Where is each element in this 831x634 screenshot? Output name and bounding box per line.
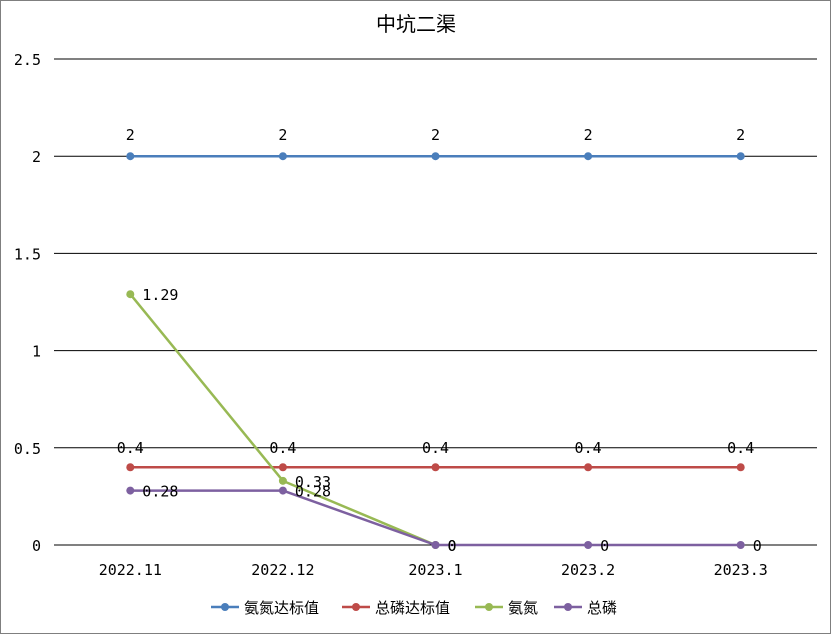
- data-point: [278, 476, 287, 485]
- legend-label: 总磷达标值: [375, 599, 450, 617]
- data-point: [126, 486, 135, 495]
- data-point: [431, 541, 440, 549]
- x-tick-label: 2022.11: [99, 561, 162, 579]
- x-tick-label: 2023.3: [714, 561, 768, 579]
- x-tick-label: 2023.2: [561, 561, 615, 579]
- data-label: 0.4: [117, 439, 144, 457]
- data-label: 0.4: [727, 439, 754, 457]
- legend-marker: [221, 603, 229, 611]
- y-tick-label: 2: [32, 148, 41, 166]
- data-label: 1.29: [142, 286, 178, 304]
- legend-label: 总磷: [587, 599, 617, 617]
- data-label: 2: [431, 126, 440, 144]
- y-tick-label: 1: [32, 343, 41, 361]
- data-label: 2: [278, 126, 287, 144]
- data-point: [736, 463, 745, 472]
- data-label: 2: [126, 126, 135, 144]
- legend-marker: [485, 603, 493, 611]
- data-label: 2: [736, 126, 745, 144]
- legend-label: 氨氮: [508, 599, 538, 617]
- x-tick-label: 2023.1: [408, 561, 462, 579]
- y-tick-label: 2.5: [14, 51, 41, 69]
- data-label: 0: [753, 537, 762, 555]
- data-point: [278, 486, 287, 495]
- data-point: [431, 463, 440, 472]
- data-label: 0.28: [295, 483, 331, 501]
- data-label: 0.4: [575, 439, 602, 457]
- y-tick-label: 0.5: [14, 440, 41, 458]
- data-label: 0: [448, 537, 457, 555]
- x-axis-ticks: 2022.11 2022.12 2023.1 2023.2 2023.3: [99, 561, 768, 579]
- data-point: [584, 152, 593, 161]
- y-tick-label: 0: [32, 537, 41, 555]
- data-point: [584, 463, 593, 472]
- data-point: [126, 152, 135, 161]
- data-label: 0.33: [295, 473, 331, 491]
- series-group: [126, 152, 745, 549]
- y-tick-label: 1.5: [14, 245, 41, 263]
- chart-title: 中坑二渠: [376, 12, 456, 36]
- x-tick-label: 2022.12: [251, 561, 314, 579]
- data-label: 0: [600, 537, 609, 555]
- legend: 氨氮达标值 总磷达标值 氨氮 总磷: [211, 599, 617, 617]
- data-point: [278, 152, 287, 161]
- data-label: 0.28: [142, 483, 178, 501]
- legend-marker: [352, 603, 360, 611]
- legend-marker: [564, 603, 572, 611]
- data-point: [126, 463, 135, 472]
- data-point: [736, 152, 745, 161]
- y-axis-ticks: 0 0.5 1 1.5 2 2.5: [14, 51, 41, 555]
- series-line: [130, 489, 741, 547]
- data-point: [278, 463, 287, 472]
- data-point: [584, 541, 593, 549]
- data-point: [126, 290, 135, 299]
- data-label: 0.4: [422, 439, 449, 457]
- data-point: [736, 541, 745, 549]
- data-label: 2: [584, 126, 593, 144]
- data-label: 0.4: [269, 439, 296, 457]
- data-point: [431, 152, 440, 161]
- data-label: 0: [448, 537, 457, 555]
- legend-label: 氨氮达标值: [244, 599, 319, 617]
- series-line: [129, 293, 436, 547]
